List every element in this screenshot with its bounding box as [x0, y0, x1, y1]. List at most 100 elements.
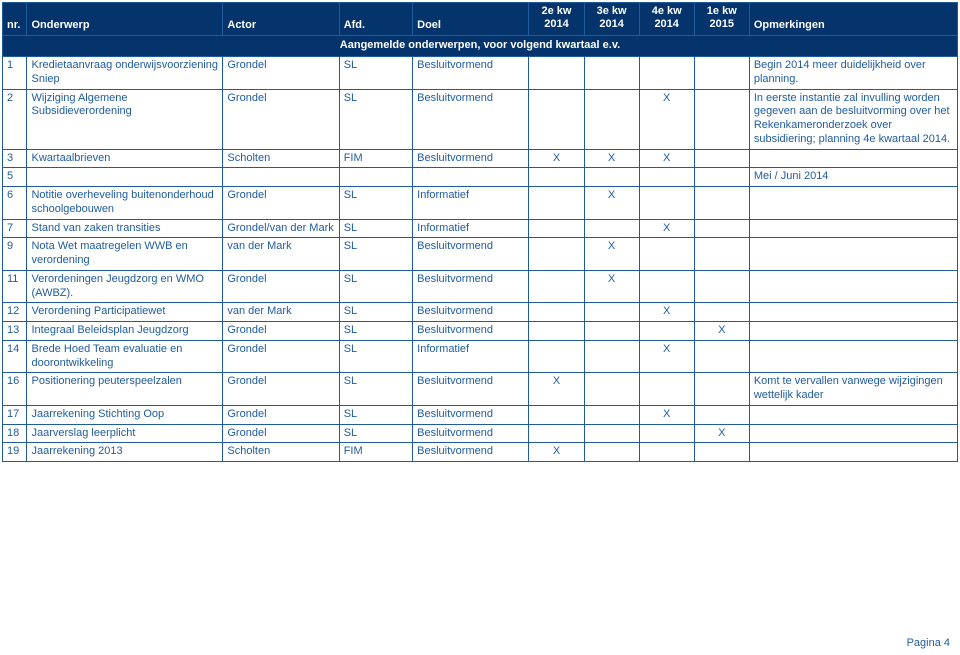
cell-q1: [694, 373, 749, 406]
cell-actor: Grondel: [223, 322, 339, 341]
cell-onderwerp: Stand van zaken transities: [27, 219, 223, 238]
cell-q1: [694, 405, 749, 424]
cell-opm: [749, 443, 957, 462]
cell-opm: [749, 238, 957, 271]
cell-doel: Besluitvormend: [413, 57, 529, 90]
cell-doel: [413, 168, 529, 187]
cell-afd: SL: [339, 303, 412, 322]
cell-actor: Grondel: [223, 57, 339, 90]
cell-afd: FIM: [339, 149, 412, 168]
table-row: 14Brede Hoed Team evaluatie en doorontwi…: [3, 340, 958, 373]
cell-afd: SL: [339, 270, 412, 303]
cell-q2: [529, 187, 584, 220]
cell-q1: [694, 443, 749, 462]
cell-nr: 11: [3, 270, 27, 303]
table-row: 5Mei / Juni 2014: [3, 168, 958, 187]
cell-q2: [529, 238, 584, 271]
cell-onderwerp: Integraal Beleidsplan Jeugdzorg: [27, 322, 223, 341]
cell-nr: 9: [3, 238, 27, 271]
cell-q1: [694, 340, 749, 373]
cell-q1: X: [694, 424, 749, 443]
th-q2: 2e kw2014: [529, 3, 584, 36]
table-row: 9Nota Wet maatregelen WWB en verordening…: [3, 238, 958, 271]
cell-opm: [749, 424, 957, 443]
cell-doel: Besluitvormend: [413, 270, 529, 303]
cell-opm: [749, 219, 957, 238]
cell-afd: SL: [339, 57, 412, 90]
cell-opm: In eerste instantie zal invulling worden…: [749, 89, 957, 149]
cell-q4: [639, 322, 694, 341]
cell-q3: X: [584, 149, 639, 168]
th-onderwerp: Onderwerp: [27, 3, 223, 36]
cell-q4: [639, 443, 694, 462]
table-row: 6Notitie overheveling buitenonderhoud sc…: [3, 187, 958, 220]
cell-q4: [639, 373, 694, 406]
cell-q4: [639, 57, 694, 90]
cell-q2: [529, 322, 584, 341]
cell-onderwerp: Verordening Participatiewet: [27, 303, 223, 322]
cell-q4: [639, 168, 694, 187]
cell-q3: [584, 424, 639, 443]
cell-q3: X: [584, 270, 639, 303]
cell-opm: [749, 340, 957, 373]
cell-q2: X: [529, 373, 584, 406]
banner-row: Aangemelde onderwerpen, voor volgend kwa…: [3, 36, 958, 57]
cell-nr: 19: [3, 443, 27, 462]
cell-onderwerp: Wijziging Algemene Subsidieverordening: [27, 89, 223, 149]
table-body: Aangemelde onderwerpen, voor volgend kwa…: [3, 36, 958, 462]
th-afd: Afd.: [339, 3, 412, 36]
th-q4: 4e kw2014: [639, 3, 694, 36]
table-row: 1Kredietaanvraag onderwijsvoorziening Sn…: [3, 57, 958, 90]
cell-onderwerp: Kwartaalbrieven: [27, 149, 223, 168]
cell-q2: [529, 340, 584, 373]
banner-cell: Aangemelde onderwerpen, voor volgend kwa…: [3, 36, 958, 57]
cell-q2: [529, 270, 584, 303]
cell-nr: 13: [3, 322, 27, 341]
cell-opm: [749, 303, 957, 322]
cell-q2: [529, 219, 584, 238]
cell-nr: 2: [3, 89, 27, 149]
cell-q4: X: [639, 303, 694, 322]
cell-q3: [584, 443, 639, 462]
cell-onderwerp: Jaarverslag leerplicht: [27, 424, 223, 443]
cell-q1: [694, 187, 749, 220]
cell-q3: [584, 322, 639, 341]
cell-q2: [529, 57, 584, 90]
cell-doel: Besluitvormend: [413, 89, 529, 149]
cell-actor: van der Mark: [223, 303, 339, 322]
page-footer: Pagina 4: [907, 637, 950, 649]
cell-afd: SL: [339, 89, 412, 149]
cell-opm: Komt te vervallen vanwege wijzigingen we…: [749, 373, 957, 406]
table-row: 17Jaarrekening Stichting OopGrondelSLBes…: [3, 405, 958, 424]
table-row: 19Jaarrekening 2013ScholtenFIMBesluitvor…: [3, 443, 958, 462]
cell-actor: Scholten: [223, 149, 339, 168]
cell-opm: [749, 270, 957, 303]
cell-afd: SL: [339, 405, 412, 424]
cell-actor: van der Mark: [223, 238, 339, 271]
table-row: 11Verordeningen Jeugdzorg en WMO (AWBZ).…: [3, 270, 958, 303]
cell-actor: Grondel: [223, 89, 339, 149]
cell-opm: Begin 2014 meer duidelijkheid over plann…: [749, 57, 957, 90]
cell-q4: [639, 270, 694, 303]
cell-nr: 18: [3, 424, 27, 443]
cell-onderwerp: Jaarrekening 2013: [27, 443, 223, 462]
cell-q1: [694, 238, 749, 271]
cell-afd: SL: [339, 373, 412, 406]
cell-q4: [639, 424, 694, 443]
cell-q1: [694, 168, 749, 187]
cell-actor: Grondel: [223, 340, 339, 373]
cell-nr: 12: [3, 303, 27, 322]
table-row: 12Verordening Participatiewetvan der Mar…: [3, 303, 958, 322]
cell-q4: X: [639, 219, 694, 238]
table-row: 16Positionering peuterspeelzalenGrondelS…: [3, 373, 958, 406]
cell-q3: [584, 405, 639, 424]
cell-q3: [584, 373, 639, 406]
cell-nr: 1: [3, 57, 27, 90]
cell-doel: Besluitvormend: [413, 322, 529, 341]
cell-q3: [584, 168, 639, 187]
th-doel: Doel: [413, 3, 529, 36]
cell-onderwerp: Positionering peuterspeelzalen: [27, 373, 223, 406]
cell-actor: Grondel: [223, 405, 339, 424]
cell-onderwerp: Verordeningen Jeugdzorg en WMO (AWBZ).: [27, 270, 223, 303]
cell-q2: [529, 303, 584, 322]
